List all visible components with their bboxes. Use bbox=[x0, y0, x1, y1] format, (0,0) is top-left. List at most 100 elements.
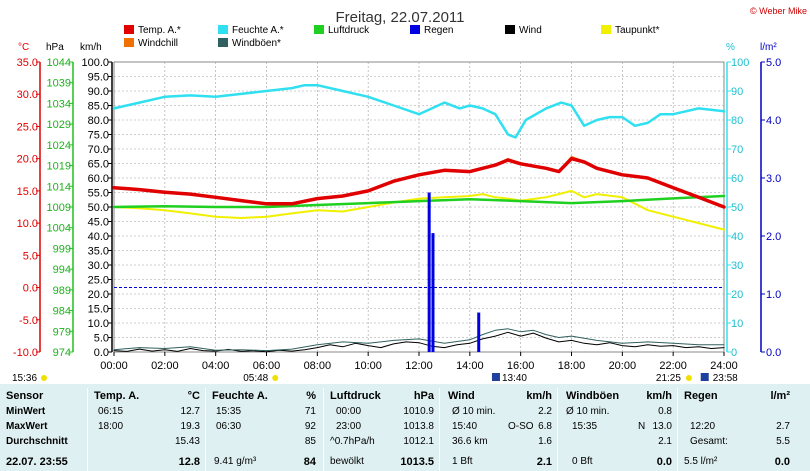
temp-min: 12.7 bbox=[180, 406, 200, 417]
legend-label: Regen bbox=[424, 25, 453, 36]
rain-unit-label: l/m² bbox=[760, 42, 777, 53]
rain-tick-label: 3.0 bbox=[766, 173, 781, 185]
wind-tick-label: 90.0 bbox=[88, 86, 109, 98]
gust-column: Windböen km/h Ø 10 min. 0.8 15:35 N 13.0… bbox=[558, 384, 676, 471]
gust-avg10-label: Ø 10 min. bbox=[566, 406, 610, 417]
pressure-current: 1013.5 bbox=[400, 456, 434, 468]
pressure-avg: 1012.1 bbox=[403, 436, 434, 447]
wind-avg10-label: Ø 10 min. bbox=[452, 406, 496, 417]
time-marker-label: 05:48 bbox=[243, 373, 268, 384]
wind-tick-label: 75.0 bbox=[88, 130, 109, 142]
x-tick-label: 10:00 bbox=[354, 360, 382, 372]
temp-tick-label: 0.0 bbox=[23, 283, 38, 295]
x-tick-label: 14:00 bbox=[456, 360, 484, 372]
x-tick-label: 00:00 bbox=[100, 360, 128, 372]
temp-tick-label: 35.0 bbox=[17, 57, 38, 69]
pressure-unit-label: hPa bbox=[46, 42, 64, 53]
x-tick-label: 12:00 bbox=[405, 360, 433, 372]
rain-tick-label: 4.0 bbox=[766, 115, 781, 127]
wind-tick-label: 95.0 bbox=[88, 72, 109, 84]
row-label-max: MaxWert bbox=[6, 421, 48, 432]
legend-swatch bbox=[505, 25, 515, 34]
legend-label: Feuchte A.* bbox=[232, 25, 284, 36]
gust-unit: km/h bbox=[646, 390, 672, 402]
wind-tick-label: 55.0 bbox=[88, 188, 109, 200]
time-marker-label: 13:40 bbox=[502, 373, 527, 384]
legend-swatch bbox=[124, 25, 134, 34]
temp-tick-label: -5.0 bbox=[19, 315, 38, 327]
series-luftdruck bbox=[112, 194, 726, 209]
wind-tick-label: 65.0 bbox=[88, 159, 109, 171]
moon-marker bbox=[700, 373, 709, 381]
moon-marker bbox=[491, 373, 500, 381]
rain-max: 2.7 bbox=[776, 421, 790, 432]
wind-bft: 1 Bft bbox=[452, 456, 473, 467]
wind-tick-label: 60.0 bbox=[88, 173, 109, 185]
time-marker-label: 21:25 bbox=[656, 373, 681, 384]
wind-avg: 1.6 bbox=[538, 436, 552, 447]
pressure-max-time: 23:00 bbox=[336, 421, 362, 432]
x-tick-label: 20:00 bbox=[609, 360, 637, 372]
x-tick-label: 22:00 bbox=[659, 360, 687, 372]
x-tick-label: 04:00 bbox=[202, 360, 230, 372]
temp-column: Temp. A. °C 06:15 12.7 18:00 19.3 15.43 … bbox=[88, 384, 204, 471]
sensor-header: Sensor bbox=[6, 390, 44, 402]
humidity-column: Feuchte A. % 15:35 71 06:30 92 85 9.41 g… bbox=[206, 384, 322, 471]
rain-tick-label: 1.0 bbox=[766, 289, 781, 301]
wind-max: 6.8 bbox=[538, 421, 552, 432]
pressure-tick-label: 1014 bbox=[47, 181, 71, 193]
temp-header: Temp. A. bbox=[94, 390, 140, 402]
humidity-tick-label: 70 bbox=[731, 144, 743, 156]
time-marker bbox=[272, 375, 279, 381]
wind-tick-label: 35.0 bbox=[88, 246, 109, 258]
pressure-column: Luftdruck hPa 00:00 1010.9 23:00 1013.8 … bbox=[324, 384, 438, 471]
legend-swatch bbox=[218, 25, 228, 34]
temp-tick-label: -10.0 bbox=[13, 347, 38, 359]
temp-unit-label: °C bbox=[18, 42, 29, 53]
pressure-header: Luftdruck bbox=[330, 390, 381, 402]
wind-unit-label: km/h bbox=[80, 42, 102, 53]
rain-total-label: Gesamt: bbox=[690, 436, 728, 447]
rain-bar bbox=[477, 312, 481, 352]
wind-avg10: 2.2 bbox=[538, 406, 552, 417]
pressure-tick-label: 1009 bbox=[47, 202, 71, 214]
rain-column: Regen l/m² 12:20 2.7 Gesamt: 5.5 5.5 l/m… bbox=[678, 384, 810, 471]
humidity-min: 71 bbox=[304, 406, 316, 417]
pressure-tick-label: 994 bbox=[53, 264, 71, 276]
sensor-column: Sensor MinWert MaxWert Durchschnitt 22.0… bbox=[0, 384, 86, 471]
pressure-tick-label: 984 bbox=[53, 306, 71, 318]
x-tick-label: 18:00 bbox=[558, 360, 586, 372]
gust-max: 13.0 bbox=[652, 421, 672, 432]
wind-tick-label: 20.0 bbox=[88, 289, 109, 301]
rain-tick-label: 2.0 bbox=[766, 231, 781, 243]
chart-legend: Temp. A.* Feuchte A.* Luftdruck Regen Wind Ta… bbox=[124, 25, 660, 49]
pressure-tick-label: 974 bbox=[53, 347, 71, 359]
pressure-min: 1010.9 bbox=[403, 406, 434, 417]
temp-max-time: 18:00 bbox=[98, 421, 124, 432]
rain-unit: l/m² bbox=[770, 390, 790, 402]
legend-swatch bbox=[218, 38, 228, 47]
humidity-header: Feuchte A. bbox=[212, 390, 268, 402]
time-left-label: 15:36 bbox=[12, 373, 37, 384]
row-label-min: MinWert bbox=[6, 406, 46, 417]
pressure-tick-label: 1019 bbox=[47, 161, 71, 173]
humidity-min-time: 15:35 bbox=[216, 406, 242, 417]
gust-max-time: 15:35 bbox=[572, 421, 598, 432]
wind-unit: km/h bbox=[526, 390, 552, 402]
pressure-tick-label: 1044 bbox=[47, 57, 71, 69]
wind-tick-label: 50.0 bbox=[88, 202, 109, 214]
series-feuchte-a bbox=[112, 83, 726, 139]
humidity-unit: % bbox=[306, 390, 316, 402]
pressure-max: 1013.8 bbox=[403, 421, 434, 432]
wind-column: Wind km/h Ø 10 min. 2.2 15:40 O-SO 6.8 3… bbox=[440, 384, 556, 471]
x-tick-label: 08:00 bbox=[304, 360, 332, 372]
temp-current: 12.8 bbox=[178, 456, 200, 468]
legend-label: Windböen* bbox=[232, 38, 281, 49]
legend-swatch bbox=[601, 25, 611, 34]
series-temp-a bbox=[112, 156, 726, 209]
humidity-tick-label: 90 bbox=[731, 86, 743, 98]
wind-tick-label: 5.0 bbox=[94, 333, 109, 345]
legend-label: Luftdruck bbox=[328, 25, 370, 36]
temp-min-time: 06:15 bbox=[98, 406, 124, 417]
wind-tick-label: 80.0 bbox=[88, 115, 109, 127]
